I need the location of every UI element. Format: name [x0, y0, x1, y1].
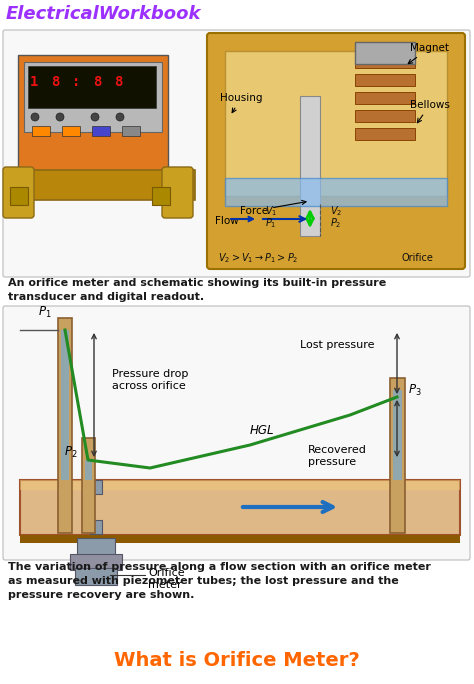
Circle shape: [116, 113, 124, 121]
Bar: [20, 480, 460, 535]
Text: HGL: HGL: [250, 424, 274, 437]
Bar: [355, 92, 415, 104]
Circle shape: [56, 113, 64, 121]
Text: Bellows: Bellows: [410, 100, 450, 122]
Text: $V_2 > V_1 \rightarrow P_1 > P_2$: $V_2 > V_1 \rightarrow P_1 > P_2$: [218, 251, 299, 265]
Bar: [18, 55, 168, 175]
Bar: [90, 520, 102, 534]
Text: :: :: [72, 75, 80, 89]
Text: Recovered
pressure: Recovered pressure: [308, 445, 367, 466]
Text: Magnet: Magnet: [408, 43, 449, 64]
Bar: [355, 110, 415, 122]
Bar: [90, 480, 102, 494]
Text: An orifice meter and schematic showing its built-in pressure: An orifice meter and schematic showing i…: [8, 278, 386, 288]
Bar: [24, 62, 162, 132]
Bar: [75, 568, 117, 585]
Text: $P_1$: $P_1$: [38, 305, 52, 320]
Bar: [58, 318, 72, 533]
Bar: [390, 378, 405, 533]
Text: Orifice: Orifice: [402, 253, 434, 263]
Text: ElectricalWorkbook: ElectricalWorkbook: [6, 5, 201, 23]
Bar: [122, 126, 140, 136]
Bar: [152, 187, 170, 205]
Text: Lost pressure: Lost pressure: [300, 340, 374, 350]
Text: $V_2$: $V_2$: [330, 204, 342, 218]
Bar: [355, 42, 415, 64]
Bar: [355, 56, 415, 68]
Text: $P_1$: $P_1$: [265, 216, 276, 230]
Bar: [20, 480, 460, 490]
Text: Force: Force: [240, 200, 306, 216]
FancyBboxPatch shape: [3, 30, 470, 277]
Bar: [355, 128, 415, 140]
Circle shape: [31, 113, 39, 121]
Text: Pressure drop
across orifice: Pressure drop across orifice: [112, 369, 188, 391]
Text: transducer and digital readout.: transducer and digital readout.: [8, 292, 204, 302]
Text: pressure recovery are shown.: pressure recovery are shown.: [8, 590, 194, 600]
Bar: [70, 554, 122, 570]
Bar: [61, 330, 69, 480]
Bar: [32, 126, 50, 136]
FancyBboxPatch shape: [3, 306, 470, 560]
Bar: [225, 51, 447, 196]
Text: $V_1$: $V_1$: [265, 204, 277, 218]
FancyBboxPatch shape: [162, 167, 193, 218]
Text: Flow: Flow: [215, 216, 239, 226]
Bar: [10, 187, 28, 205]
Bar: [10, 170, 195, 200]
Text: What is Orifice Meter?: What is Orifice Meter?: [114, 650, 360, 670]
Text: as measured with piezometer tubes; the lost pressure and the: as measured with piezometer tubes; the l…: [8, 576, 399, 586]
Bar: [393, 390, 402, 480]
Circle shape: [91, 113, 99, 121]
Text: 8: 8: [51, 75, 59, 89]
Text: $P_3$: $P_3$: [408, 383, 421, 398]
Text: 8: 8: [93, 75, 101, 89]
Bar: [92, 126, 110, 136]
FancyBboxPatch shape: [207, 33, 465, 269]
Text: Orifice
meter: Orifice meter: [148, 568, 185, 590]
Bar: [20, 535, 460, 543]
Text: Housing: Housing: [220, 93, 263, 113]
Text: The variation of pressure along a flow section with an orifice meter: The variation of pressure along a flow s…: [8, 562, 431, 572]
FancyBboxPatch shape: [3, 167, 34, 218]
Bar: [300, 96, 320, 236]
Text: $P_2$: $P_2$: [64, 445, 78, 460]
Text: $P_2$: $P_2$: [330, 216, 341, 230]
Bar: [82, 438, 95, 533]
Text: 8: 8: [114, 75, 122, 89]
Bar: [355, 74, 415, 86]
Bar: [85, 460, 92, 480]
Bar: [77, 538, 115, 556]
Bar: [225, 178, 447, 206]
Text: 1: 1: [30, 75, 38, 89]
Bar: [28, 66, 156, 108]
Bar: [62, 126, 80, 136]
